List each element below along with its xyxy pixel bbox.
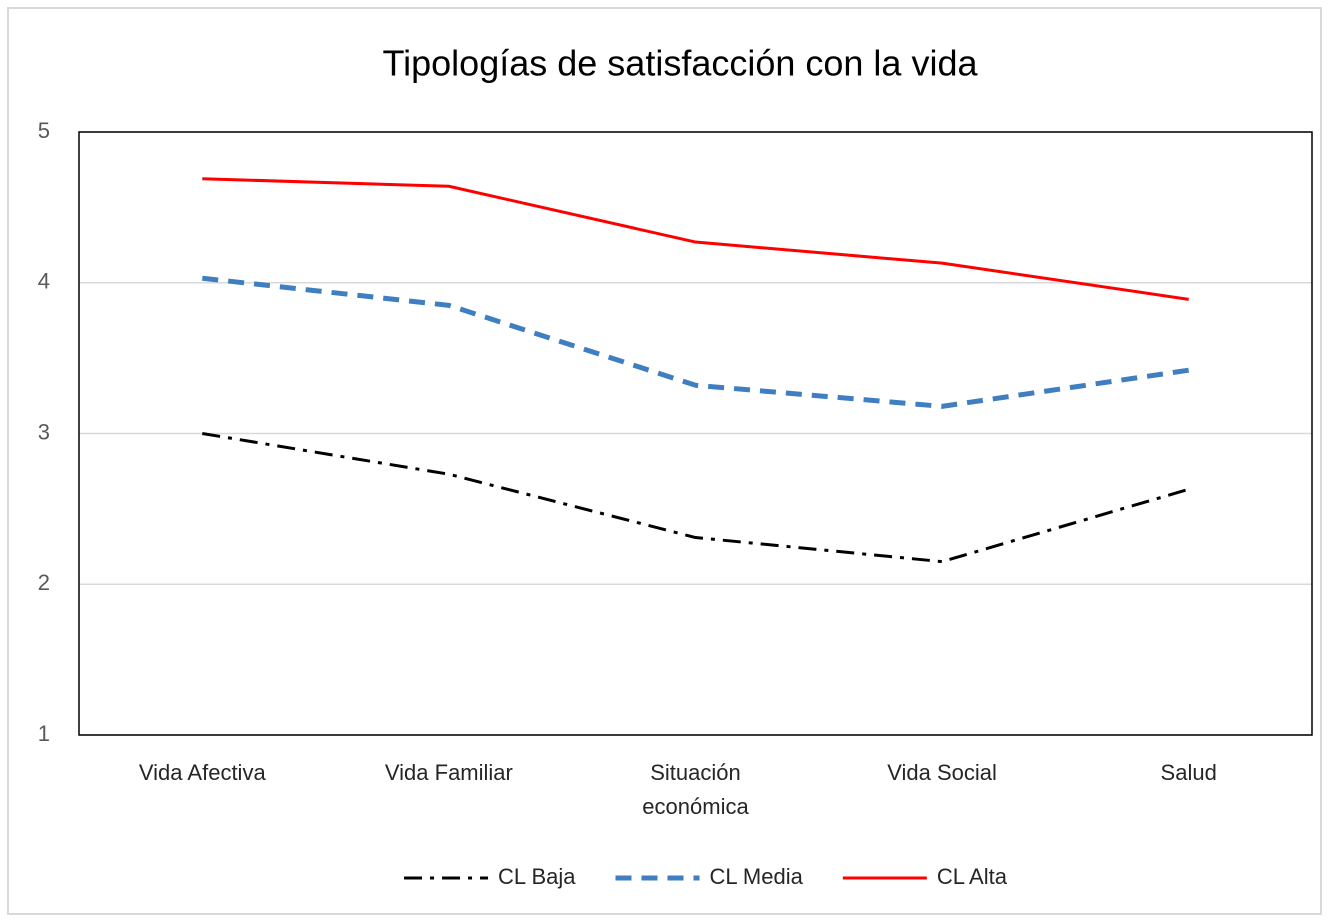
series-line (202, 432, 1190, 564)
x-tick-label: Vida Afectiva (138, 760, 266, 785)
x-tick-label: Vida Familiar (384, 760, 513, 785)
plot-border (78, 131, 1313, 736)
series-line (202, 275, 1190, 409)
y-tick-label: 5 (38, 118, 50, 143)
legend-label: CL Baja (498, 864, 576, 889)
y-tick-label: 3 (38, 419, 50, 444)
chart-title: Tipologías de satisfacción con la vida (382, 43, 978, 84)
legend-label: CL Media (709, 864, 803, 889)
legend-label: CL Alta (937, 864, 1008, 889)
x-tick-label: Vida Social (887, 760, 997, 785)
x-tick-label: Situación económica (642, 760, 749, 819)
y-tick-label: 2 (38, 570, 50, 595)
series-line (202, 177, 1189, 301)
y-tick-label: 1 (38, 721, 50, 746)
x-tick-label: Salud (1160, 760, 1217, 785)
y-tick-label: 4 (38, 269, 50, 294)
chart-border (7, 7, 1322, 915)
